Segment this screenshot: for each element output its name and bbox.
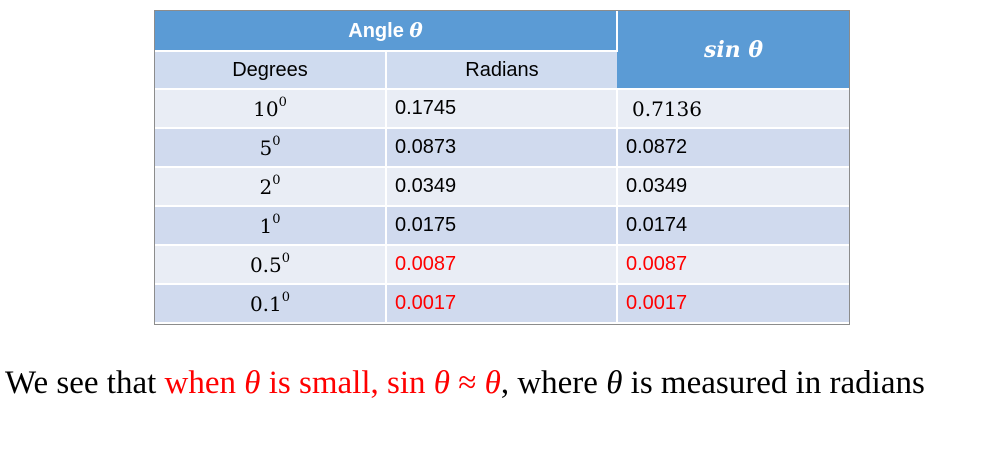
table-row: 50 0.0873 0.0872 [155,128,849,168]
degrees-value: 1 [259,213,273,238]
sin-cell: 0.0087 [617,245,849,285]
degrees-exponent: 0 [281,289,291,305]
angle-header: Angle θ [155,11,618,52]
degrees-exponent: 0 [272,172,281,188]
caption-part3: is measured in radians [622,365,925,401]
caption-approx: ≈ [449,365,485,401]
degrees-value: 0.1 [249,291,282,316]
degrees-value: 10 [253,96,279,121]
degrees-cell: 20 [155,167,387,207]
caption-small-sin: is small, sin [260,365,434,401]
caption-highlight: when θ is small, sin θ ≈ θ [165,365,501,401]
caption-text: We see that when θ is small, sin θ ≈ θ, … [5,362,995,404]
caption-theta-1: θ [244,365,261,401]
table-row: 100 0.1745 0.7136 [155,89,849,129]
caption-when: when [164,365,245,401]
degrees-cell: 0.10 [155,284,387,324]
radians-cell: 0.0873 [386,128,618,168]
angle-sine-table: Angle θ sin θ Degrees Radians 100 0.1745 0… [154,10,850,325]
sin-header: sin θ [617,11,849,90]
table-row: 20 0.0349 0.0349 [155,167,849,207]
table-row: 0.50 0.0087 0.0087 [155,245,849,285]
sin-cell: 0.0017 [617,284,849,324]
data-table: Angle θ sin θ Degrees Radians 100 0.1745 0… [155,11,849,324]
degrees-cell: 100 [155,89,387,129]
angle-header-theta: θ [409,18,423,42]
radians-cell: 0.0349 [386,167,618,207]
degrees-value: 0.5 [249,252,282,277]
degrees-value: 2 [259,174,273,199]
caption-part2: , where [500,365,607,401]
radians-header: Radians [386,51,617,90]
table-row: 0.10 0.0017 0.0017 [155,284,849,324]
degrees-exponent: 0 [272,211,281,227]
sin-cell: 0.0349 [617,167,849,207]
caption-theta-4: θ [606,365,623,401]
sin-cell: 0.7136 [617,89,849,129]
degrees-cell: 0.50 [155,245,387,285]
table-row: 10 0.0175 0.0174 [155,206,849,246]
sin-cell: 0.0872 [617,128,849,168]
degrees-value: 5 [259,135,273,160]
degrees-exponent: 0 [281,250,291,266]
radians-cell: 0.0017 [386,284,618,324]
radians-cell: 0.0087 [386,245,618,285]
radians-cell: 0.0175 [386,206,618,246]
caption-theta-3: θ [484,365,501,401]
degrees-cell: 50 [155,128,387,168]
sin-cell: 0.0174 [617,206,849,246]
degrees-exponent: 0 [278,94,287,110]
angle-header-label: Angle [348,20,404,42]
degrees-exponent: 0 [272,133,281,149]
degrees-cell: 10 [155,206,387,246]
radians-cell: 0.1745 [386,89,618,129]
sin-header-fn: sin [703,36,741,63]
caption-part1: We see that [5,365,165,401]
degrees-header: Degrees [155,51,387,90]
sin-header-theta: θ [748,36,764,63]
caption-theta-2: θ [433,365,450,401]
